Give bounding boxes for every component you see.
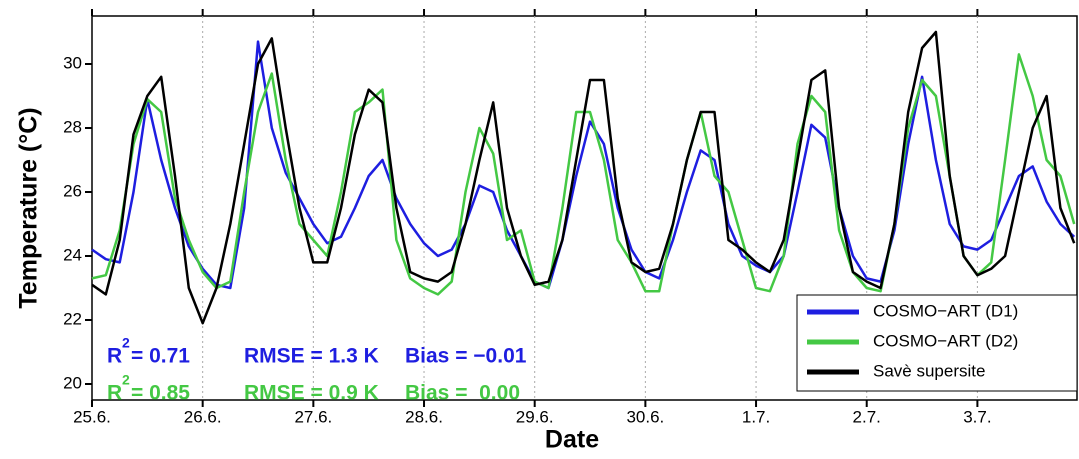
- stat-bias: Bias = −0.01: [405, 345, 527, 368]
- x-tick-label: 28.6.: [405, 407, 443, 426]
- legend-label: COSMO−ART (D2): [873, 331, 1018, 350]
- y-tick-label: 26: [63, 181, 82, 200]
- stat-r2-sup: 2: [122, 335, 130, 351]
- stat-r2-symbol: R: [107, 345, 122, 368]
- x-tick-label: 2.7.: [853, 407, 881, 426]
- series-line: [91, 40, 1076, 290]
- y-tick-label: 20: [63, 373, 82, 392]
- y-tick-label: 22: [63, 309, 82, 328]
- y-tick-label: 30: [63, 53, 82, 72]
- x-tick-label: 27.6.: [294, 407, 332, 426]
- x-tick-label: 30.6.: [626, 407, 664, 426]
- stat-r2-symbol: R: [107, 382, 122, 405]
- x-tick-label: 29.6.: [516, 407, 554, 426]
- x-tick-label: 26.6.: [184, 407, 222, 426]
- stat-rmse: RMSE = 1.3 K: [244, 345, 379, 368]
- x-tick-label: 25.6.: [73, 407, 111, 426]
- stat-r2-sup: 2: [122, 372, 130, 388]
- y-axis-title: Temperature (°C): [15, 107, 43, 308]
- x-axis-title: Date: [545, 426, 599, 454]
- y-tick-label: 28: [63, 117, 82, 136]
- plot-frame: [91, 15, 1078, 401]
- x-tick-label: 3.7.: [963, 407, 991, 426]
- y-tick-label: 24: [63, 245, 82, 264]
- series-line: [91, 30, 1076, 325]
- stat-bias: Bias = 0.00: [405, 382, 520, 405]
- stat-rmse: RMSE = 0.9 K: [244, 382, 379, 405]
- stat-r2: = 0.85: [131, 382, 190, 405]
- series-line: [91, 53, 1076, 296]
- x-tick-label: 1.7.: [742, 407, 770, 426]
- legend-label: Savè supersite: [873, 361, 985, 380]
- stat-r2: = 0.71: [131, 345, 190, 368]
- legend-label: COSMO−ART (D1): [873, 301, 1018, 320]
